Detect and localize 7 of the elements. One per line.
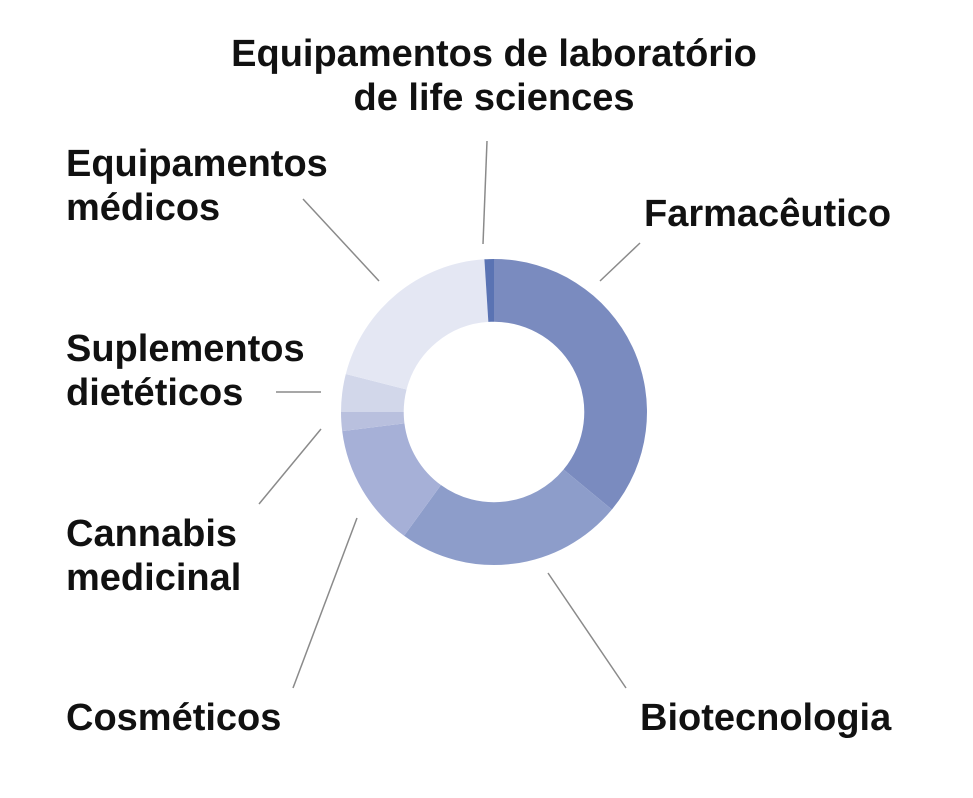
slice-label: Equipamentos médicos xyxy=(66,143,328,229)
slice-label: Cosméticos xyxy=(66,697,282,739)
slice-label: Suplementos dietéticos xyxy=(66,328,305,414)
slice-label: Biotecnologia xyxy=(640,697,892,739)
slice-label: Cannabis medicinal xyxy=(66,513,242,599)
slice-label: Equipamentos de laboratório de life sciences xyxy=(231,33,757,119)
slice-label: Farmacêutico xyxy=(644,193,892,235)
